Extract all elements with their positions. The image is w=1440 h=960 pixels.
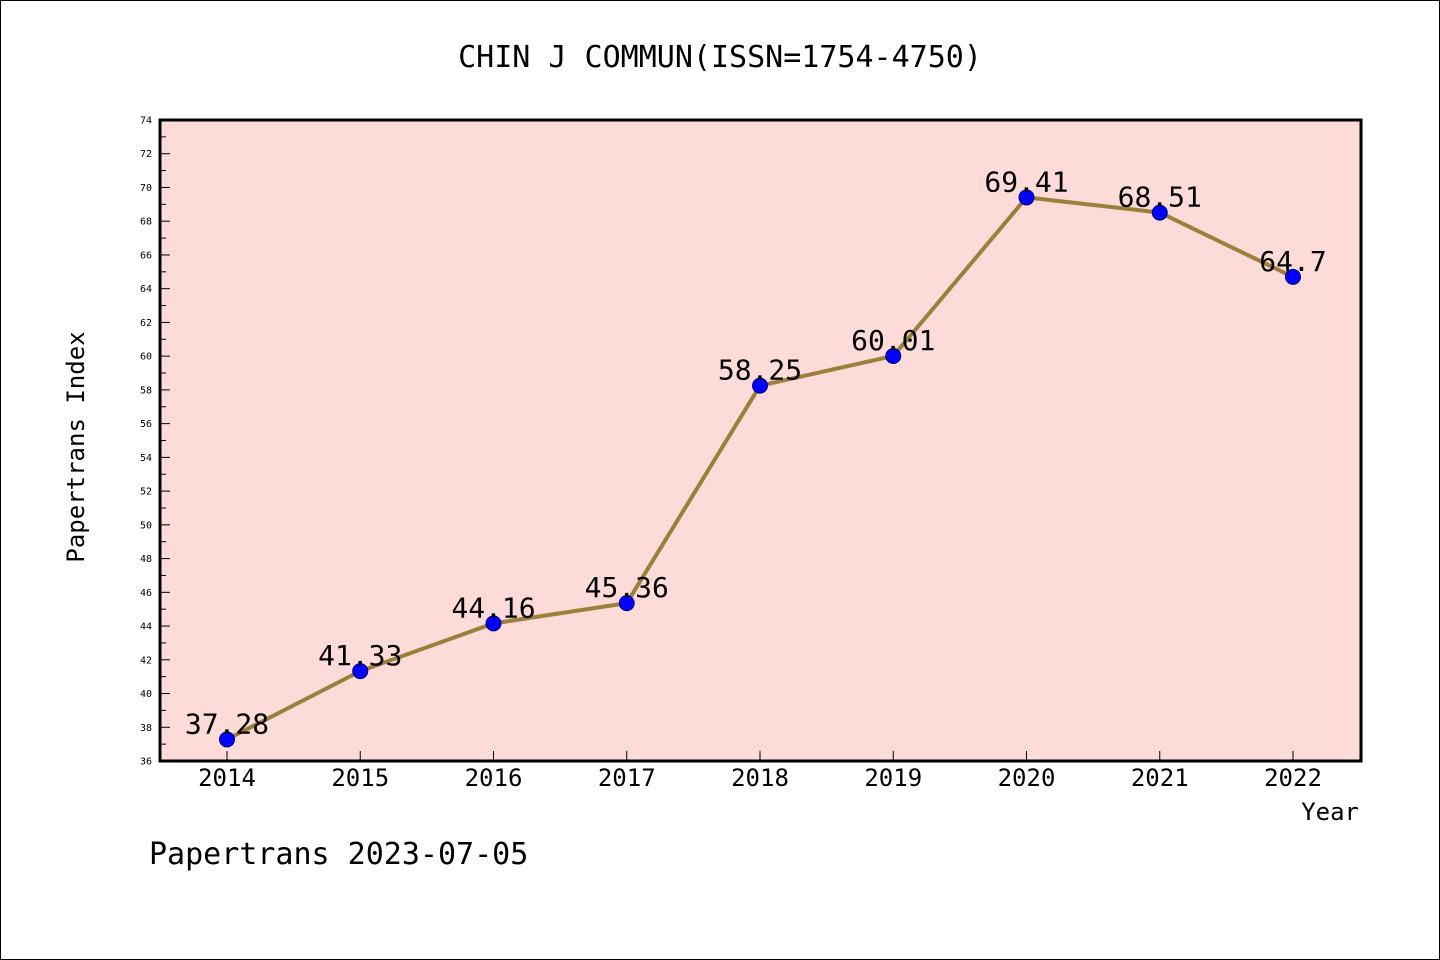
data-point bbox=[485, 615, 502, 632]
x-tick-label: 2016 bbox=[465, 764, 523, 792]
data-point bbox=[352, 663, 369, 680]
y-tick-label: 50 bbox=[140, 520, 152, 531]
y-tick-label: 44 bbox=[140, 622, 152, 633]
data-label: 37.28 bbox=[185, 707, 269, 740]
chart-title: CHIN J COMMUN(ISSN=1754-4750) bbox=[458, 40, 982, 75]
data-point bbox=[1285, 268, 1301, 285]
x-tick-label: 2014 bbox=[198, 764, 256, 792]
data-label: 64.7 bbox=[1259, 245, 1326, 278]
data-label: 60.01 bbox=[851, 324, 935, 357]
data-label: 58.25 bbox=[718, 354, 802, 387]
data-point bbox=[618, 595, 635, 612]
data-label: 44.16 bbox=[451, 591, 535, 624]
y-tick-label: 64 bbox=[140, 284, 152, 295]
data-label: 45.36 bbox=[585, 571, 669, 604]
plot-border bbox=[158, 118, 1363, 763]
y-tick-label: 56 bbox=[140, 419, 152, 430]
y-tick-label: 52 bbox=[140, 487, 152, 498]
data-label: 69.41 bbox=[984, 165, 1068, 198]
data-point bbox=[752, 377, 768, 394]
y-tick-label: 70 bbox=[140, 183, 152, 194]
y-tick-label: 42 bbox=[140, 655, 152, 666]
y-tick-label: 58 bbox=[140, 385, 152, 396]
y-tick-label: 72 bbox=[140, 149, 152, 160]
x-tick-label: 2019 bbox=[864, 764, 922, 792]
y-axis-label: Papertrans Index bbox=[62, 331, 90, 562]
y-tick-label: 68 bbox=[140, 217, 152, 228]
x-tick-label: 2022 bbox=[1264, 764, 1322, 792]
x-tick-label: 2018 bbox=[731, 764, 789, 792]
x-tick-label: 2021 bbox=[1131, 764, 1189, 792]
y-tick-label: 66 bbox=[140, 250, 152, 261]
marker-group bbox=[219, 189, 1301, 748]
y-tick-label: 46 bbox=[140, 588, 152, 599]
footer-date: Papertrans 2023-07-05 bbox=[149, 837, 528, 872]
y-tick-label: 60 bbox=[140, 352, 152, 363]
data-point bbox=[1151, 204, 1168, 221]
data-point bbox=[1018, 189, 1035, 206]
data-label: 68.51 bbox=[1118, 181, 1202, 214]
x-axis-label: Year bbox=[1301, 798, 1359, 826]
y-tick-label: 36 bbox=[140, 757, 152, 768]
x-tick-label: 2015 bbox=[331, 764, 389, 792]
data-point bbox=[219, 731, 235, 748]
data-label-group: 37.28 41.33 44.16 45.36 58.25 60.01 69.41 68.51… bbox=[185, 165, 1327, 740]
y-tick-label: 40 bbox=[140, 689, 152, 700]
data-label: 41.33 bbox=[318, 639, 402, 672]
x-tick-label: 2017 bbox=[598, 764, 656, 792]
x-tick-label: 2020 bbox=[998, 764, 1056, 792]
y-tick-label: 54 bbox=[140, 453, 152, 464]
y-tick-label: 38 bbox=[140, 723, 152, 734]
x-axis: 2014 2015 2016 2017 2018 2019 2020 2021 2022 bbox=[198, 751, 1322, 792]
y-tick-label: 48 bbox=[140, 554, 152, 565]
data-point bbox=[885, 347, 902, 364]
y-tick-label: 74 bbox=[140, 116, 152, 127]
y-tick-label: 62 bbox=[140, 318, 152, 329]
plot-area bbox=[160, 120, 1361, 761]
